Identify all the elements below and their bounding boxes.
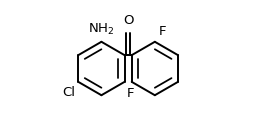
- Text: F: F: [127, 87, 134, 100]
- Text: Cl: Cl: [62, 86, 76, 99]
- Text: O: O: [123, 14, 133, 27]
- Text: F: F: [158, 25, 166, 38]
- Text: NH$_2$: NH$_2$: [88, 22, 115, 37]
